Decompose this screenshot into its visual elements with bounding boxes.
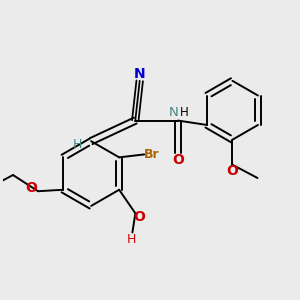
Text: H: H	[180, 106, 189, 119]
Text: H: H	[126, 233, 136, 246]
Text: N: N	[168, 106, 178, 119]
Text: Br: Br	[144, 148, 159, 161]
Text: O: O	[172, 153, 184, 167]
Text: O: O	[26, 181, 38, 195]
Text: H: H	[73, 138, 83, 151]
Text: O: O	[133, 210, 145, 224]
Text: O: O	[226, 164, 238, 178]
Text: N: N	[134, 67, 146, 81]
